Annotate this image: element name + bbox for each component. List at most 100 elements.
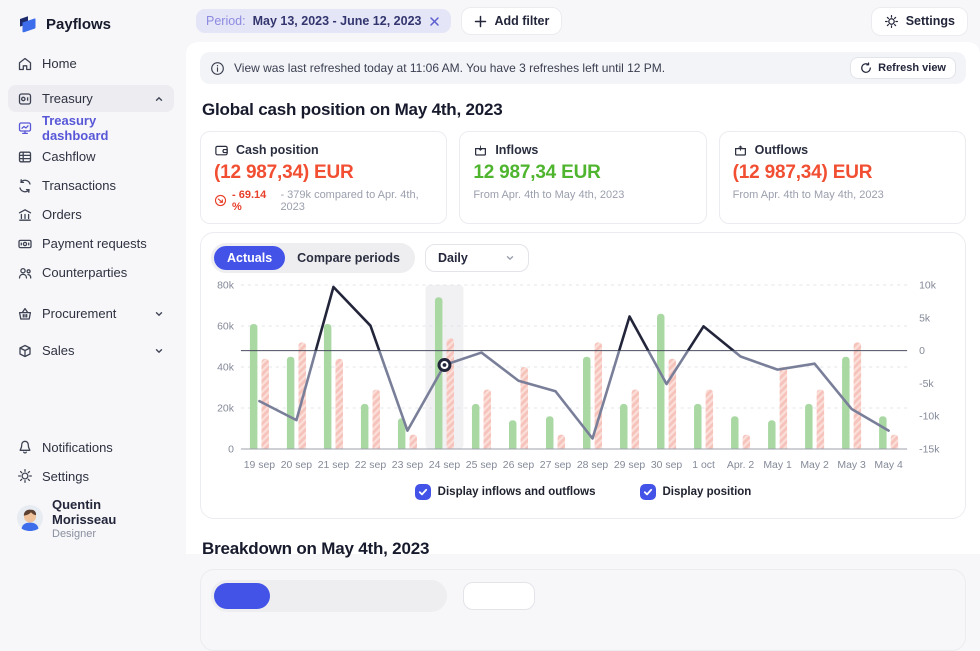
sidebar-item-procurement[interactable]: Procurement (8, 300, 174, 327)
card-label: Cash position (236, 143, 319, 157)
sidebar: Payflows Home Treasury Treasury dashboar… (0, 0, 182, 554)
sidebar-item-label: Orders (42, 207, 82, 222)
card-label: Inflows (495, 143, 538, 157)
inflow-icon (473, 143, 488, 158)
chevron-up-icon (153, 93, 165, 105)
svg-text:20k: 20k (217, 403, 235, 414)
svg-text:19 sep: 19 sep (244, 460, 276, 471)
gear-icon (884, 14, 899, 29)
breakdown-segmented-control (211, 580, 447, 612)
chevron-down-icon (153, 345, 165, 357)
sidebar-item-orders[interactable]: Orders (8, 201, 174, 228)
checkbox-label: Display inflows and outflows (438, 486, 596, 498)
refresh-view-button[interactable]: Refresh view (850, 57, 956, 79)
frequency-select[interactable]: Daily (425, 244, 529, 272)
svg-text:May 3: May 3 (837, 460, 866, 471)
sidebar-item-settings[interactable]: Settings (8, 463, 174, 490)
close-icon[interactable] (428, 15, 441, 28)
sidebar-item-notifications[interactable]: Notifications (8, 434, 174, 461)
checkbox-display-position[interactable]: Display position (640, 484, 752, 500)
frequency-value: Daily (438, 251, 468, 265)
checkbox-checked-icon[interactable] (415, 484, 431, 500)
svg-text:10k: 10k (919, 280, 937, 291)
svg-text:27 sep: 27 sep (540, 460, 572, 471)
main-panel: View was last refreshed today at 11:06 A… (186, 42, 980, 554)
sidebar-item-label: Treasury (42, 91, 93, 106)
svg-text:0: 0 (919, 346, 925, 357)
checkbox-checked-icon[interactable] (640, 484, 656, 500)
banknote-icon (17, 236, 33, 252)
table-icon (17, 149, 33, 165)
delta-percent: - 69.14 % (232, 189, 275, 213)
sync-arrows-icon (17, 178, 33, 194)
payflows-logo-icon (16, 13, 38, 35)
period-filter-chip[interactable]: Period: May 13, 2023 - June 12, 2023 (196, 9, 451, 33)
topbar: Period: May 13, 2023 - June 12, 2023 Add… (182, 0, 980, 42)
breakdown-section-title: Breakdown on May 4th, 2023 (202, 539, 964, 559)
plus-icon (474, 15, 487, 28)
breakdown-active-tab[interactable] (214, 583, 270, 609)
gear-icon (17, 468, 33, 484)
user-name: Quentin Morisseau (52, 497, 165, 528)
settings-button[interactable]: Settings (871, 7, 968, 36)
user-role: Designer (52, 528, 165, 540)
svg-text:0: 0 (228, 444, 234, 455)
safe-icon (17, 91, 33, 107)
breakdown-frequency-select[interactable] (463, 582, 535, 610)
sidebar-item-cashflow[interactable]: Cashflow (8, 143, 174, 170)
svg-text:-10k: -10k (919, 411, 940, 422)
package-icon (17, 343, 33, 359)
svg-text:Apr. 2: Apr. 2 (727, 460, 754, 471)
refresh-banner: View was last refreshed today at 11:06 A… (200, 52, 966, 84)
trend-down-icon (214, 194, 227, 207)
sidebar-item-counterparties[interactable]: Counterparties (8, 259, 174, 286)
period-value: May 13, 2023 - June 12, 2023 (253, 14, 422, 28)
basket-icon (17, 306, 33, 322)
inflows-card: Inflows 12 987,34 EUR From Apr. 4th to M… (459, 131, 706, 224)
sidebar-item-label: Sales (42, 343, 75, 358)
sidebar-item-treasury-dashboard[interactable]: Treasury dashboard (8, 114, 174, 141)
bell-icon (17, 439, 33, 455)
sidebar-item-label: Procurement (42, 306, 116, 321)
sidebar-item-treasury[interactable]: Treasury (8, 85, 174, 112)
brand: Payflows (0, 0, 182, 49)
avatar (17, 505, 43, 531)
add-filter-button[interactable]: Add filter (461, 7, 562, 35)
checkbox-display-flows[interactable]: Display inflows and outflows (415, 484, 596, 500)
card-note: From Apr. 4th to May 4th, 2023 (473, 189, 624, 201)
sidebar-item-label: Counterparties (42, 265, 127, 280)
sidebar-item-home[interactable]: Home (8, 50, 174, 77)
chart-legend: Display inflows and outflows Display pos… (211, 482, 955, 508)
sidebar-item-transactions[interactable]: Transactions (8, 172, 174, 199)
sidebar-item-label: Settings (42, 469, 89, 484)
breakdown-inactive-tab[interactable] (270, 583, 444, 609)
home-icon (17, 56, 33, 72)
outflows-card: Outflows (12 987,34) EUR From Apr. 4th t… (719, 131, 966, 224)
refresh-icon (860, 62, 872, 74)
dashboard-icon (17, 120, 33, 136)
bank-icon (17, 207, 33, 223)
card-note: From Apr. 4th to May 4th, 2023 (733, 189, 884, 201)
svg-text:26 sep: 26 sep (503, 460, 535, 471)
brand-name: Payflows (46, 16, 111, 33)
settings-label: Settings (906, 14, 955, 28)
user-profile[interactable]: Quentin Morisseau Designer (0, 491, 182, 554)
svg-text:-5k: -5k (919, 379, 934, 390)
refresh-view-label: Refresh view (878, 62, 946, 74)
cash-section-title: Global cash position on May 4th, 2023 (202, 100, 964, 120)
tab-compare-periods[interactable]: Compare periods (285, 246, 412, 270)
outflows-value: (12 987,34) EUR (733, 162, 952, 185)
tab-actuals[interactable]: Actuals (214, 246, 285, 270)
sidebar-item-label: Home (42, 56, 77, 71)
checkbox-label: Display position (663, 486, 752, 498)
info-icon (210, 61, 225, 76)
people-icon (17, 265, 33, 281)
sidebar-item-payment-requests[interactable]: Payment requests (8, 230, 174, 257)
view-segmented-control: Actuals Compare periods (211, 243, 415, 273)
svg-text:22 sep: 22 sep (355, 460, 387, 471)
svg-text:80k: 80k (217, 280, 235, 291)
sidebar-item-sales[interactable]: Sales (8, 337, 174, 364)
